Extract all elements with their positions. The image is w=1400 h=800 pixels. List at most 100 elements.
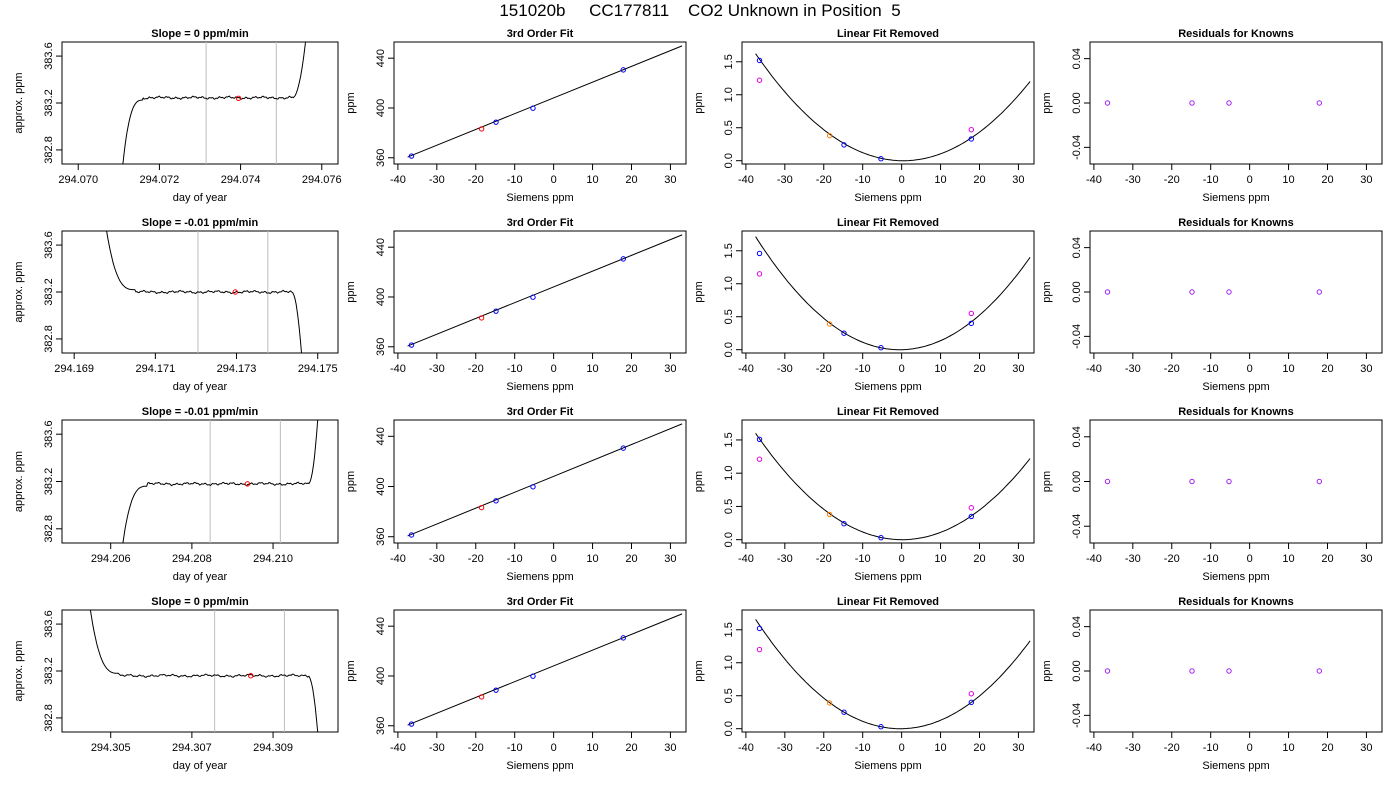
r1-fit-known-point bbox=[620, 67, 627, 73]
r3-linear-known-point bbox=[968, 513, 975, 520]
r4-residual-point bbox=[1316, 668, 1323, 674]
r4-co2-trace-line bbox=[89, 609, 319, 733]
r2c1-x-tick-label: 294.175 bbox=[298, 363, 338, 375]
r4-fit-line bbox=[407, 613, 683, 726]
r2c3-y-tick-label: 0.0 bbox=[723, 342, 735, 357]
r4-residual-point bbox=[1226, 668, 1232, 674]
r2c1-x-tick-label: 294.171 bbox=[135, 363, 175, 375]
r1-co2-trace-line bbox=[122, 41, 306, 165]
r2c3-y-axis-label: ppm bbox=[693, 281, 705, 302]
r4c4-x-tick-label: -20 bbox=[1164, 742, 1180, 754]
r4c3-x-tick-label: 0 bbox=[899, 742, 905, 754]
r2c4-x-axis-label: Siemens ppm bbox=[1202, 381, 1269, 393]
r2c3-x-tick-label: -40 bbox=[738, 363, 754, 375]
r4c4-x-tick-label: 20 bbox=[1321, 742, 1333, 754]
r2-linear-known-point bbox=[878, 345, 884, 351]
r4c4-y-tick-label: 0.00 bbox=[1071, 660, 1083, 681]
r3-linear-known-point bbox=[841, 521, 847, 527]
r1-linear-known-point bbox=[841, 142, 847, 148]
r4-linear-known-point bbox=[841, 709, 847, 715]
r2c3-x-tick-label: 30 bbox=[1012, 363, 1024, 375]
r2c3-x-tick-label: -20 bbox=[816, 363, 832, 375]
r3c3-y-tick-label: 0.5 bbox=[723, 499, 735, 514]
r3c2-x-tick-label: -40 bbox=[390, 553, 406, 565]
r2-linear-known-point bbox=[968, 320, 975, 327]
r2c3-x-tick-label: -30 bbox=[777, 363, 793, 375]
r4c3-x-tick-label: 10 bbox=[934, 742, 946, 754]
r3-residual-point bbox=[1316, 478, 1323, 485]
figure-title: 151020b CC177811 CO2 Unknown in Position… bbox=[499, 1, 901, 20]
r3c3-x-tick-label: -40 bbox=[738, 553, 754, 565]
r2c2-x-tick-label: 20 bbox=[625, 363, 637, 375]
r2-quadratic-curve bbox=[755, 236, 1031, 351]
r2-residual-point bbox=[1104, 289, 1111, 295]
r2c3-plot-frame bbox=[741, 230, 1035, 354]
r2c3-x-axis-label: Siemens ppm bbox=[854, 381, 921, 393]
r4-fit-known-point bbox=[408, 721, 415, 727]
r1-fit-line bbox=[407, 45, 683, 158]
r3-fit-line bbox=[407, 423, 683, 537]
r2c4-panel-title: Residuals for Knowns bbox=[1178, 217, 1294, 229]
r3c4-y-tick-label: 0.04 bbox=[1071, 426, 1083, 447]
r4c3-y-tick-label: 0.0 bbox=[723, 721, 735, 736]
r2c2-x-tick-label: -10 bbox=[507, 363, 523, 375]
r1-residual-point bbox=[1316, 100, 1323, 106]
r1c3-x-tick-label: 0 bbox=[899, 174, 905, 186]
r4c3-y-axis-label: ppm bbox=[693, 660, 705, 681]
r4c4-y-axis-label: ppm bbox=[1041, 660, 1053, 681]
r1c2-x-tick-label: -40 bbox=[390, 174, 406, 186]
r2c3-x-tick-label: 10 bbox=[934, 363, 946, 375]
r2c1-x-tick-label: 294.173 bbox=[217, 363, 257, 375]
r3c2-x-tick-label: 20 bbox=[625, 553, 637, 565]
r1c3-panel-title: Linear Fit Removed bbox=[837, 28, 939, 40]
r4c3-y-tick-label: 1.5 bbox=[723, 622, 735, 637]
r4-fit-known-point bbox=[493, 687, 499, 693]
r4c3-x-tick-label: -40 bbox=[738, 742, 754, 754]
r4c4-x-tick-label: 30 bbox=[1360, 742, 1372, 754]
r1c4-x-tick-label: -30 bbox=[1125, 174, 1141, 186]
r2-linear-known-point bbox=[756, 250, 763, 257]
r4c1-x-axis-label: day of year bbox=[173, 760, 228, 772]
r3c1-panel-title: Slope = -0.01 ppm/min bbox=[142, 406, 259, 418]
r1c4-x-axis-label: Siemens ppm bbox=[1202, 192, 1269, 204]
r1c2-x-axis-label: Siemens ppm bbox=[506, 192, 573, 204]
r2c4-x-tick-label: 10 bbox=[1282, 363, 1294, 375]
r1c3-x-tick-label: -40 bbox=[738, 174, 754, 186]
r2c4-x-tick-label: -20 bbox=[1164, 363, 1180, 375]
r3-linear-prior-point bbox=[756, 456, 763, 462]
r1c3-x-tick-label: 20 bbox=[973, 174, 985, 186]
r4c1-panel-title: Slope = 0 ppm/min bbox=[151, 596, 249, 608]
r4-residual-point bbox=[1104, 668, 1111, 674]
r2c3-x-tick-label: 20 bbox=[973, 363, 985, 375]
r1-linear-known-point bbox=[968, 136, 975, 142]
r3c2-y-tick-label: 400 bbox=[375, 477, 387, 495]
r1c2-x-tick-label: 20 bbox=[625, 174, 637, 186]
r4-linear-known-point bbox=[878, 724, 884, 730]
r3-fit-known-point bbox=[408, 532, 415, 538]
r2-co2-trace-line bbox=[106, 230, 302, 354]
r4c2-x-tick-label: 10 bbox=[586, 742, 598, 754]
r4-trace-unknown-point bbox=[248, 672, 254, 679]
r2c2-x-tick-label: 0 bbox=[551, 363, 557, 375]
r3c2-panel-title: 3rd Order Fit bbox=[507, 406, 574, 418]
r3c1-x-tick-label: 294.210 bbox=[253, 553, 293, 565]
r4c3-x-tick-label: 20 bbox=[973, 742, 985, 754]
r2c2-panel-title: 3rd Order Fit bbox=[507, 217, 574, 229]
r1c4-panel-title: Residuals for Knowns bbox=[1178, 28, 1294, 40]
r1c4-x-tick-label: 30 bbox=[1360, 174, 1372, 186]
r4c2-y-tick-label: 440 bbox=[375, 617, 387, 635]
r2c1-panel-title: Slope = -0.01 ppm/min bbox=[142, 217, 259, 229]
r4c3-x-tick-label: -30 bbox=[777, 742, 793, 754]
r1c1-panel-title: Slope = 0 ppm/min bbox=[151, 28, 249, 40]
r2-fit-known-point bbox=[408, 342, 415, 348]
r1-fit-known-point bbox=[530, 105, 536, 111]
r2c2-y-tick-label: 440 bbox=[375, 238, 387, 256]
r1c1-y-axis-label: approx. ppm bbox=[13, 72, 25, 133]
r2c1-y-tick-label: 382.8 bbox=[43, 325, 55, 353]
r4c2-x-tick-label: -20 bbox=[468, 742, 484, 754]
r1-quadratic-curve bbox=[755, 53, 1031, 162]
r3c4-y-tick-label: -0.04 bbox=[1071, 514, 1083, 539]
r4c4-y-tick-label: -0.04 bbox=[1071, 703, 1083, 728]
r4c1-x-tick-label: 294.307 bbox=[172, 742, 212, 754]
r1c3-plot-frame bbox=[741, 41, 1035, 165]
